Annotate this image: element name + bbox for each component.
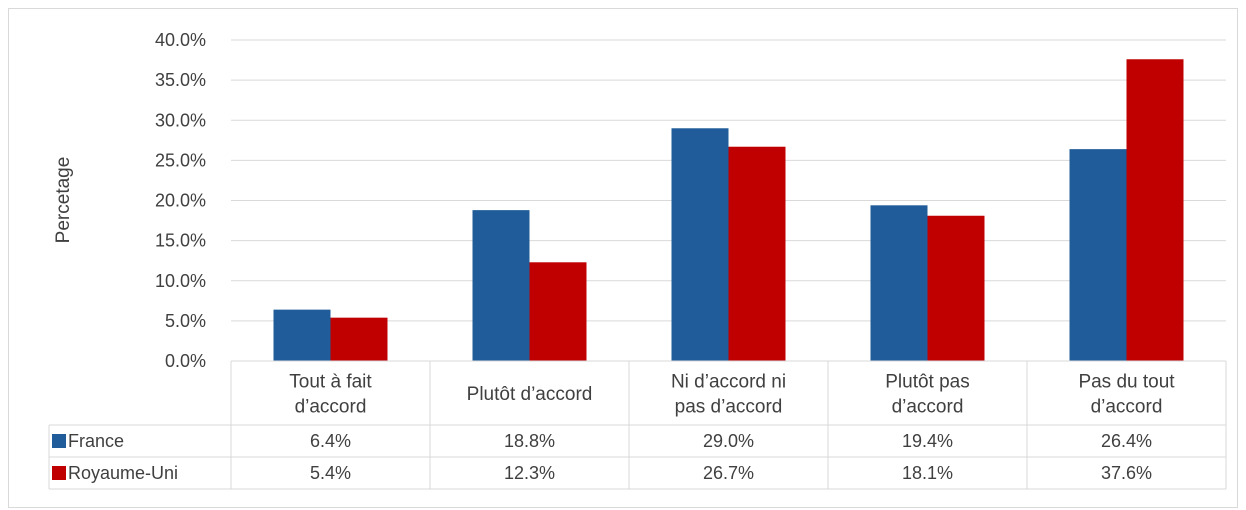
- category-label: Ni d’accord ni: [671, 372, 786, 393]
- category-label: Plutôt pas: [885, 372, 970, 393]
- bar-royaume-uni: [927, 215, 985, 361]
- bar-france: [472, 210, 530, 361]
- bar-royaume-uni: [529, 262, 587, 361]
- bar-france: [870, 205, 928, 361]
- y-tick-label: 35.0%: [155, 70, 206, 90]
- y-tick-label: 15.0%: [155, 231, 206, 251]
- data-table-value: 18.1%: [902, 463, 953, 483]
- y-axis-title: Percetage: [53, 157, 74, 244]
- category-label: d’accord: [295, 397, 367, 418]
- bar-royaume-uni: [330, 317, 388, 361]
- bar-france: [273, 309, 331, 361]
- data-table-value: 5.4%: [310, 463, 351, 483]
- y-tick-label: 0.0%: [165, 351, 206, 371]
- data-table-value: 26.4%: [1101, 431, 1152, 451]
- legend-swatch: [52, 466, 66, 480]
- legend-swatch: [52, 434, 66, 448]
- y-tick-label: 10.0%: [155, 271, 206, 291]
- y-tick-label: 40.0%: [155, 30, 206, 50]
- data-table-value: 37.6%: [1101, 463, 1152, 483]
- category-label: Plutôt d’accord: [467, 384, 593, 405]
- y-tick-label: 5.0%: [165, 311, 206, 331]
- category-label: d’accord: [892, 397, 964, 418]
- chart-frame: [8, 8, 1238, 508]
- legend-label: France: [68, 431, 124, 451]
- category-label: Tout à fait: [289, 372, 372, 393]
- bar-royaume-uni: [728, 146, 786, 361]
- y-tick-label: 20.0%: [155, 191, 206, 211]
- data-table-value: 6.4%: [310, 431, 351, 451]
- legend-label: Royaume-Uni: [68, 463, 178, 483]
- bar-france: [671, 128, 729, 361]
- category-label: d’accord: [1091, 397, 1163, 418]
- y-tick-label: 30.0%: [155, 110, 206, 130]
- bar-royaume-uni: [1126, 59, 1184, 361]
- data-table-value: 12.3%: [504, 463, 555, 483]
- bar-france: [1069, 149, 1127, 361]
- category-label: Pas du tout: [1078, 372, 1175, 393]
- data-table-value: 18.8%: [504, 431, 555, 451]
- data-table-value: 19.4%: [902, 431, 953, 451]
- category-label: pas d’accord: [675, 397, 783, 418]
- data-table-value: 29.0%: [703, 431, 754, 451]
- y-tick-label: 25.0%: [155, 150, 206, 170]
- data-table-value: 26.7%: [703, 463, 754, 483]
